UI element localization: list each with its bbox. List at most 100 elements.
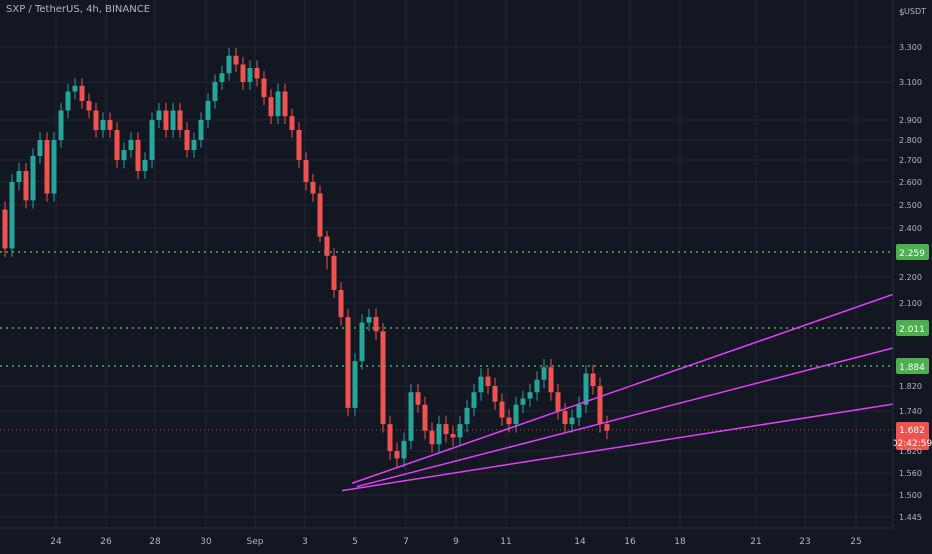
- candle: [457, 424, 463, 438]
- candle: [205, 101, 211, 120]
- candle: [520, 398, 526, 405]
- candle: [562, 411, 568, 425]
- candle: [191, 140, 197, 150]
- candle: [310, 182, 316, 194]
- trendline: [351, 293, 894, 484]
- time-tick-label: 26: [100, 537, 112, 547]
- candle: [359, 322, 365, 362]
- time-axis[interactable]: 24 26 28 30 Sep 3 5 7 9 11 14 16 18 21 23 25: [0, 527, 893, 547]
- candle: [499, 401, 505, 418]
- candle: [464, 407, 470, 425]
- candle: [303, 160, 309, 182]
- candle: [387, 424, 393, 451]
- candle: [408, 392, 414, 441]
- candle: [142, 160, 148, 171]
- time-tick-label: Sep: [247, 537, 264, 547]
- candle: [289, 116, 295, 130]
- candle: [366, 317, 372, 323]
- candle: [93, 110, 99, 130]
- time-tick-label: 24: [50, 537, 62, 547]
- price-tick-label: 2.500: [899, 201, 922, 210]
- time-tick-label: 30: [200, 537, 212, 547]
- time-tick-label: 5: [352, 537, 358, 547]
- candle: [16, 171, 22, 182]
- currency-label: USDT: [904, 7, 926, 16]
- candle: [548, 367, 554, 393]
- price-axis[interactable]: 3.300 3.100 2.900 2.800 2.700 2.600 2.500 2.400…: [892, 0, 926, 528]
- candle: [170, 110, 176, 130]
- time-tick-label: 23: [799, 537, 810, 547]
- candle: [478, 376, 484, 393]
- candle: [149, 120, 155, 160]
- time-tick-label: 18: [674, 537, 686, 547]
- price-tick-label: 2.100: [899, 299, 922, 308]
- candle: [485, 376, 491, 386]
- candle: [156, 110, 162, 120]
- candle: [128, 140, 134, 150]
- level-label: 2.259: [899, 249, 925, 259]
- candle: [597, 386, 603, 425]
- candle: [373, 317, 379, 332]
- trendlines: [341, 293, 894, 492]
- level-label: 1.884: [899, 363, 925, 373]
- price-tick-label: 1.620: [899, 447, 922, 456]
- candle: [352, 361, 358, 408]
- price-tick-label: 1.500: [899, 491, 922, 500]
- currency-icon: $: [899, 8, 905, 18]
- level-tag: [896, 320, 929, 336]
- candle: [86, 101, 92, 111]
- candle: [44, 140, 50, 194]
- candle: [121, 150, 127, 160]
- candle: [240, 64, 246, 82]
- time-tick-label: 3: [302, 537, 308, 547]
- price-tick-label: 2.200: [899, 273, 922, 282]
- grid: [0, 0, 893, 528]
- price-tick-label: 2.800: [899, 136, 922, 145]
- candle: [275, 91, 281, 117]
- candle: [233, 55, 239, 65]
- candle: [569, 417, 575, 425]
- candle: [513, 404, 519, 425]
- level-label: 2.011: [899, 325, 925, 335]
- time-tick-label: 7: [403, 537, 409, 547]
- candle: [9, 182, 15, 249]
- time-tick-label: 28: [149, 537, 161, 547]
- candle: [135, 140, 141, 171]
- candle: [30, 156, 36, 201]
- countdown-label: 02:42:59: [892, 439, 932, 449]
- last-price-label: 1.682: [899, 426, 925, 436]
- candle: [247, 68, 253, 82]
- candle: [198, 120, 204, 140]
- candle: [443, 424, 449, 435]
- chart-title: SXP / TetherUS, 4h, BINANCE: [6, 4, 151, 15]
- candle: [261, 78, 267, 98]
- price-tick-label: 1.740: [899, 407, 922, 416]
- candle: [107, 120, 113, 130]
- candle: [2, 209, 8, 249]
- candle: [415, 392, 421, 405]
- price-tick-label: 1.560: [899, 469, 922, 478]
- level-tag: [896, 358, 929, 374]
- price-tick-label: 3.300: [899, 43, 922, 52]
- price-tick-label: 1.445: [899, 513, 922, 522]
- price-tick-label: 1.820: [899, 382, 922, 391]
- time-tick-label: 14: [574, 537, 586, 547]
- candle: [541, 367, 547, 380]
- candle: [583, 373, 589, 405]
- candle: [254, 68, 260, 79]
- candle: [23, 171, 29, 201]
- candle: [268, 97, 274, 117]
- candle: [100, 120, 106, 130]
- time-tick-label: 16: [624, 537, 636, 547]
- candle: [317, 193, 323, 237]
- candle: [492, 386, 498, 402]
- price-tick-label: 3.100: [899, 78, 922, 87]
- candle: [555, 392, 561, 411]
- candle: [226, 55, 232, 74]
- price-tick-label: 2.700: [899, 156, 922, 165]
- candle: [436, 424, 442, 445]
- candle: [219, 73, 225, 82]
- candle: [527, 392, 533, 399]
- time-tick-label: 25: [850, 537, 861, 547]
